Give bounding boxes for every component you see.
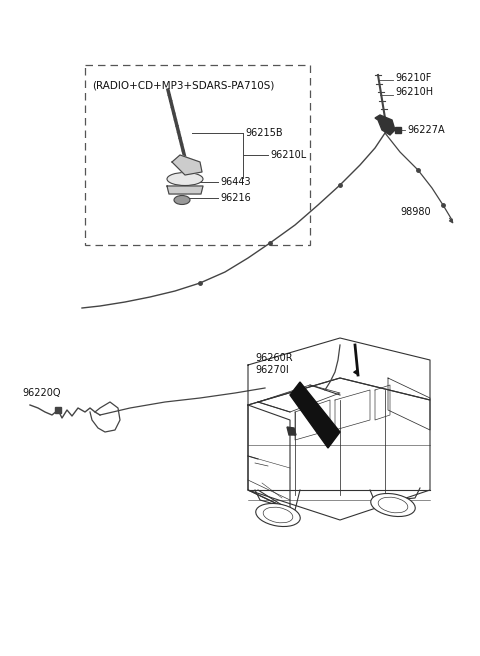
Text: 98980: 98980 xyxy=(400,207,431,217)
Polygon shape xyxy=(290,382,340,448)
Text: 96216: 96216 xyxy=(220,193,251,203)
Polygon shape xyxy=(287,427,296,435)
Bar xyxy=(55,407,61,413)
Text: 96210H: 96210H xyxy=(395,87,433,97)
Text: 96443: 96443 xyxy=(220,177,251,187)
Ellipse shape xyxy=(371,493,415,516)
Ellipse shape xyxy=(256,504,300,527)
Bar xyxy=(395,127,401,133)
Ellipse shape xyxy=(378,497,408,513)
Text: 96270I: 96270I xyxy=(255,365,289,375)
Text: 96210F: 96210F xyxy=(395,73,432,83)
Polygon shape xyxy=(167,186,203,194)
Ellipse shape xyxy=(174,195,190,205)
Text: 96227A: 96227A xyxy=(407,125,444,135)
Text: 96215B: 96215B xyxy=(245,128,283,138)
Text: 96210L: 96210L xyxy=(270,150,306,160)
Text: 96260R: 96260R xyxy=(255,353,293,363)
Polygon shape xyxy=(172,155,202,175)
Text: (RADIO+CD+MP3+SDARS-PA710S): (RADIO+CD+MP3+SDARS-PA710S) xyxy=(92,81,275,91)
Text: 96220Q: 96220Q xyxy=(22,388,60,398)
Bar xyxy=(85,65,310,245)
Ellipse shape xyxy=(167,173,203,186)
Polygon shape xyxy=(375,115,395,135)
Ellipse shape xyxy=(263,507,293,523)
